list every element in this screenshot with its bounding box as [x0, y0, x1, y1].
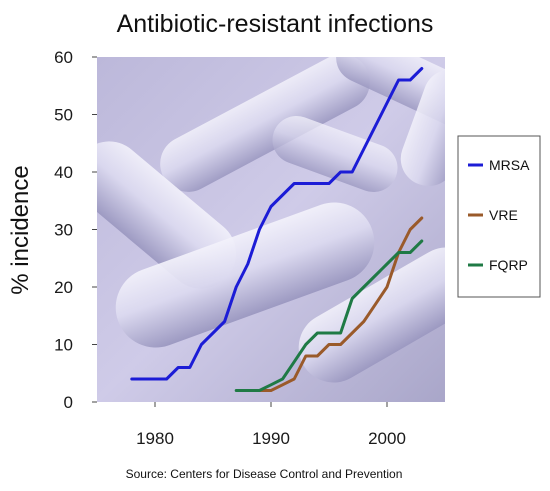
y-axis-label: % incidence: [7, 165, 34, 294]
source-note: Source: Centers for Disease Control and …: [126, 467, 403, 481]
y-tick-label: 10: [54, 336, 73, 355]
y-tick-label: 60: [54, 48, 73, 67]
y-tick-label: 30: [54, 221, 73, 240]
background-image: [97, 57, 445, 402]
x-tick-label: 1990: [252, 429, 290, 448]
series-line-fqrp: [234, 239, 424, 392]
series-line-mrsa: [130, 67, 424, 381]
x-tick-label: 1980: [136, 429, 174, 448]
y-tick-label: 0: [64, 393, 73, 412]
y-tick-label: 50: [54, 106, 73, 125]
y-tick-label: 20: [54, 278, 73, 297]
x-tick-label: 2000: [368, 429, 406, 448]
legend-label-vre: VRE: [489, 207, 518, 223]
legend: MRSA VRE FQRP: [457, 135, 541, 298]
x-axis: 1980 1990 2000: [136, 402, 406, 448]
y-tick-label: 40: [54, 163, 73, 182]
legend-label-mrsa: MRSA: [489, 157, 530, 173]
y-axis: 0 10 20 30 40 50 60: [54, 48, 97, 412]
chart-title: Antibiotic-resistant infections: [117, 10, 434, 38]
legend-label-fqrp: FQRP: [489, 257, 528, 273]
series-line-vre: [257, 216, 424, 392]
series-lines: [130, 67, 424, 392]
